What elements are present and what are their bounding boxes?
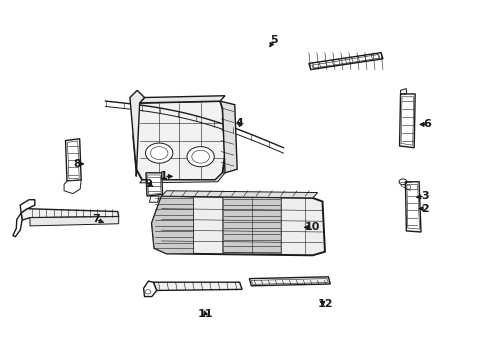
Polygon shape [222, 197, 281, 253]
Polygon shape [149, 196, 159, 202]
Polygon shape [13, 213, 22, 237]
Circle shape [145, 290, 151, 294]
Circle shape [145, 143, 172, 163]
Text: 5: 5 [269, 35, 277, 45]
Text: 2: 2 [420, 204, 428, 214]
Polygon shape [146, 173, 162, 196]
Text: 3: 3 [420, 191, 428, 201]
Polygon shape [143, 281, 157, 297]
Polygon shape [249, 277, 330, 286]
Polygon shape [153, 282, 242, 291]
Text: 7: 7 [92, 215, 100, 224]
Text: 8: 8 [74, 159, 81, 169]
Polygon shape [20, 200, 35, 213]
Polygon shape [30, 217, 119, 226]
Polygon shape [152, 196, 193, 253]
Polygon shape [140, 173, 224, 183]
Text: 9: 9 [144, 179, 152, 189]
Polygon shape [405, 182, 420, 232]
Polygon shape [308, 53, 382, 69]
Polygon shape [64, 180, 81, 194]
Polygon shape [399, 94, 414, 148]
Polygon shape [133, 101, 224, 180]
Text: 11: 11 [197, 310, 213, 319]
Polygon shape [220, 101, 237, 173]
Polygon shape [21, 209, 119, 220]
Text: 12: 12 [317, 299, 332, 309]
Circle shape [186, 147, 214, 167]
Polygon shape [130, 90, 144, 176]
Text: 1: 1 [160, 171, 167, 181]
Polygon shape [140, 96, 224, 103]
Text: 10: 10 [305, 222, 320, 232]
Text: 4: 4 [235, 118, 243, 128]
Text: 6: 6 [423, 120, 430, 129]
Polygon shape [152, 196, 325, 255]
Polygon shape [161, 191, 317, 198]
Polygon shape [65, 139, 81, 181]
